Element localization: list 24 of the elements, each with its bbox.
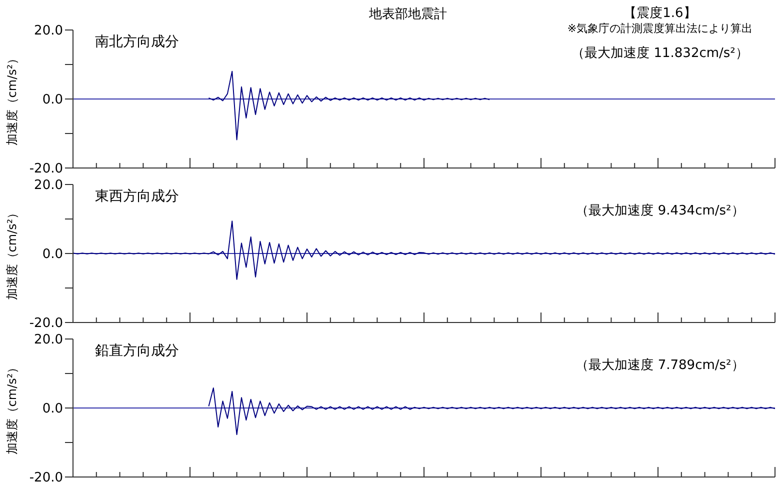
- annotation: （最大加速度 9.434cm/s²）: [576, 202, 744, 218]
- y-tick-label: 20.0: [34, 332, 63, 348]
- y-tick-label: 0.0: [42, 92, 63, 108]
- y-tick-label: 0.0: [42, 402, 63, 417]
- y-tick-label: 20.0: [34, 178, 63, 194]
- y-tick-label: -20.0: [29, 316, 63, 332]
- y-tick-label: 0.0: [42, 247, 63, 262]
- y-axis-title: 加速度（cm/s²）: [5, 52, 19, 146]
- line-series: [208, 387, 776, 436]
- chart-title: 地表部地震計: [368, 7, 447, 22]
- y-tick-label: -20.0: [29, 470, 63, 486]
- chart-subtitle: 鉛直方向成分: [95, 343, 179, 359]
- y-axis-title: 加速度（cm/s²）: [5, 361, 19, 455]
- line-series: [72, 220, 776, 280]
- y-axis-title: 加速度（cm/s²）: [5, 206, 19, 300]
- y-tick-label: 20.0: [34, 24, 63, 39]
- annotation: （最大加速度 11.832cm/s²）: [572, 45, 748, 61]
- annotation: （最大加速度 7.789cm/s²）: [576, 357, 744, 373]
- text: 【震度1.6】: [624, 5, 696, 21]
- y-tick-label: -20.0: [29, 162, 63, 177]
- annotation: ※気象庁の計測震度算出法により算出: [567, 22, 753, 35]
- line-series: [208, 70, 490, 140]
- chart-subtitle: 東西方向成分: [95, 188, 179, 204]
- chart-subtitle: 南北方向成分: [95, 34, 179, 50]
